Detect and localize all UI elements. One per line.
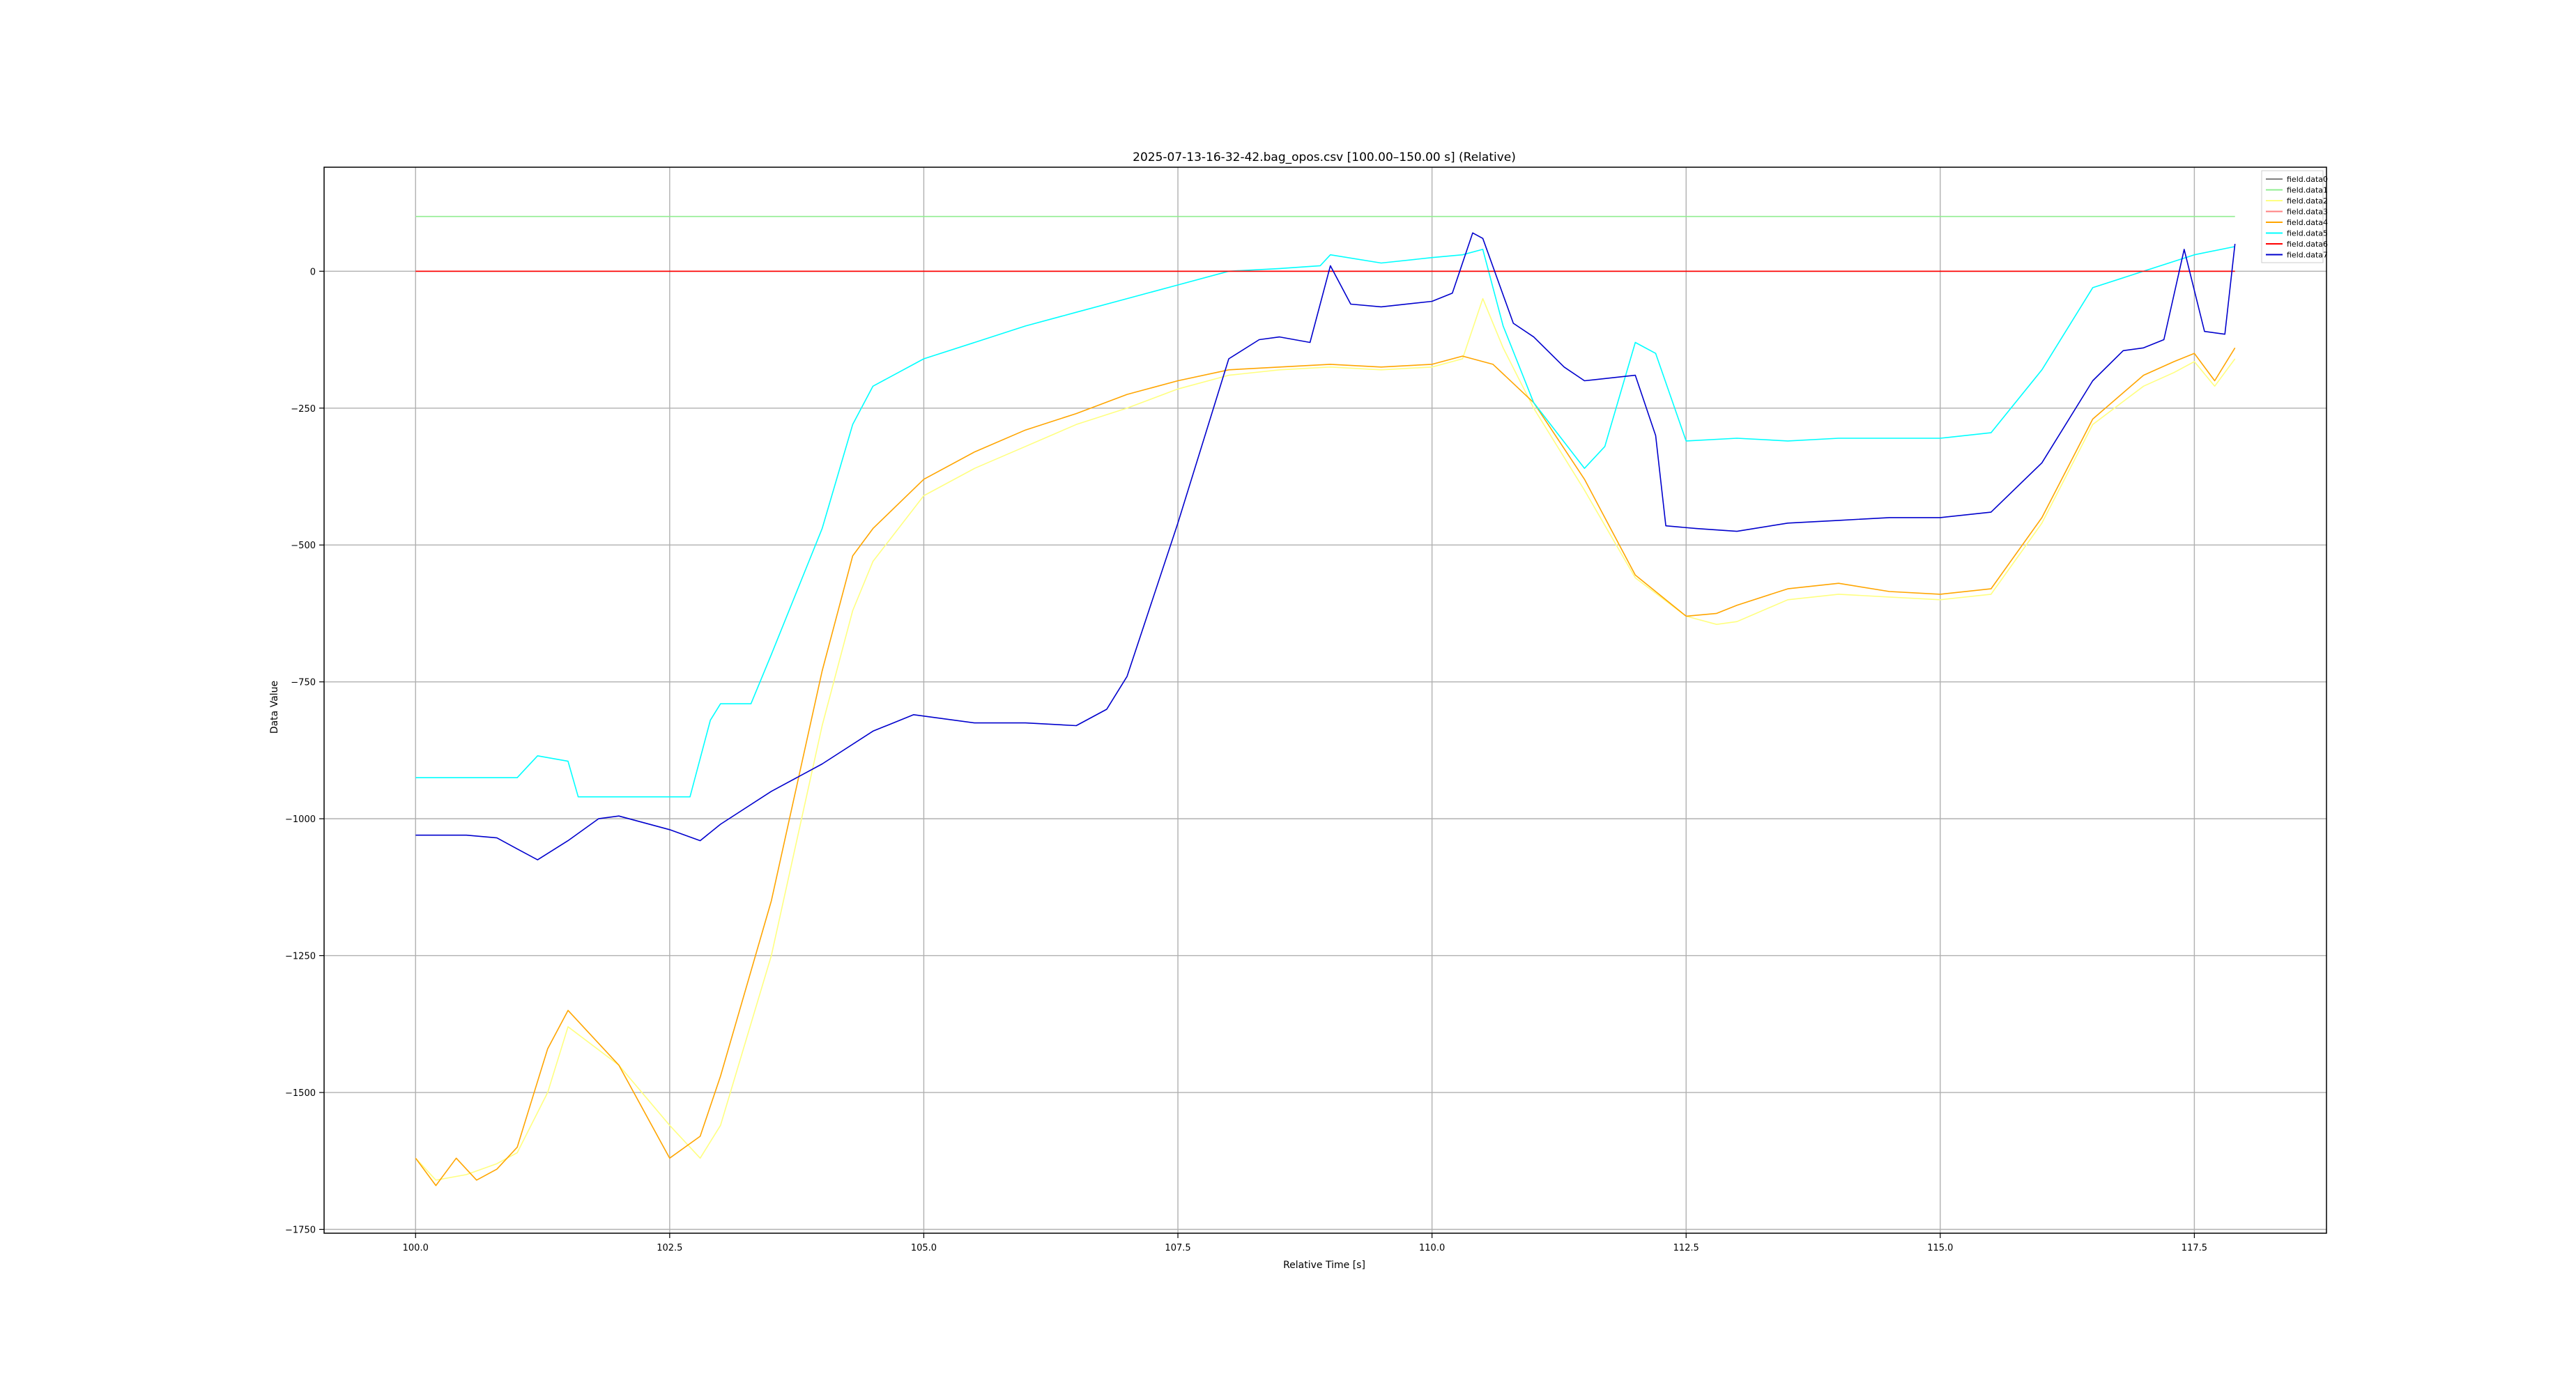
series-line-field-data4 (415, 347, 2236, 1187)
series-line-field-data7 (415, 232, 2236, 860)
y-tick-label: −1000 (285, 814, 316, 825)
x-tick-label: 112.5 (1673, 1243, 1699, 1253)
y-axis-label: Data Value (269, 681, 280, 734)
x-tick-label: 100.0 (403, 1243, 429, 1253)
x-axis-label: Relative Time [s] (1283, 1260, 1365, 1271)
y-tick-label: −250 (291, 404, 316, 415)
legend-entry: field.data6 (2287, 240, 2328, 249)
x-tick-label: 102.5 (657, 1243, 682, 1253)
y-tick-label: 0 (310, 267, 316, 277)
y-tick-label: −1250 (285, 952, 316, 962)
legend-frame (2261, 170, 2324, 263)
x-tick-label: 110.0 (1419, 1243, 1445, 1253)
legend-entry: field.data7 (2287, 251, 2328, 260)
x-tick-label: 107.5 (1165, 1243, 1190, 1253)
y-tick-label: −750 (291, 678, 316, 688)
plot-frame (323, 167, 2327, 1234)
grid-lines (324, 167, 2326, 1233)
legend-entry: field.data3 (2287, 208, 2328, 217)
chart-title: 2025-07-13-16-32-42.bag_opos.csv [100.00… (1133, 150, 1516, 164)
legend-entry: field.data0 (2287, 175, 2328, 184)
plot-area: 100.0 102.5 105.0 107.5 110.0 112.5 115.0 117.5… (285, 167, 2327, 1253)
legend-entry: field.data1 (2287, 186, 2328, 195)
x-tick-label: 117.5 (2182, 1243, 2207, 1253)
y-tick-label: −1750 (285, 1225, 316, 1235)
legend-entry: field.data4 (2287, 218, 2328, 227)
y-tick-label: −1500 (285, 1088, 316, 1099)
y-axis-ticks: −1750 −1500 −1250 −1000 −750 −500 −250 0 (285, 267, 324, 1235)
x-tick-label: 105.0 (911, 1243, 937, 1253)
y-tick-label: −500 (291, 541, 316, 551)
series-line-field-data5 (415, 246, 2235, 798)
legend-entry: field.data2 (2287, 196, 2328, 206)
series-line-field-data2 (415, 298, 2236, 1181)
x-axis-ticks: 100.0 102.5 105.0 107.5 110.0 112.5 115.0 117.5 (403, 1233, 2207, 1253)
x-tick-label: 115.0 (1927, 1243, 1953, 1253)
data-series (415, 215, 2236, 1187)
legend-entry: field.data5 (2287, 229, 2328, 238)
